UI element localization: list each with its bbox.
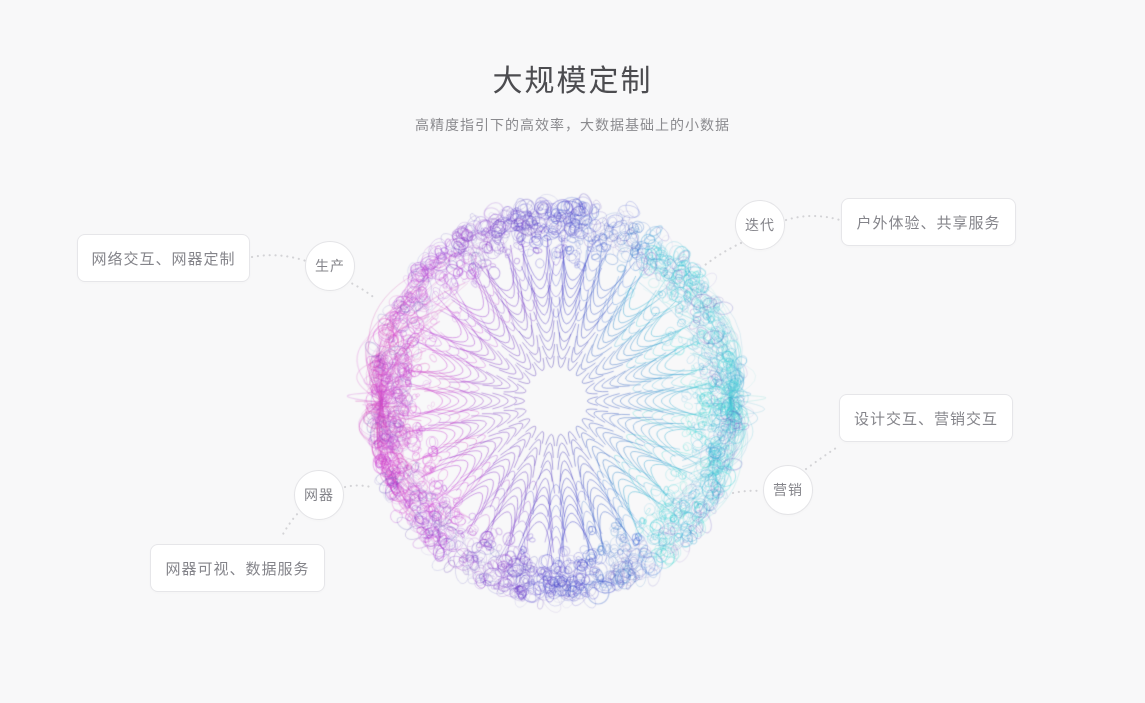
connector-device-to-card4 <box>280 508 303 538</box>
card-label: 户外体验、共享服务 <box>856 214 1001 232</box>
page-title: 大规模定制 <box>492 65 653 98</box>
card-design-interaction: 设计交互、营销交互 <box>839 394 1013 442</box>
node-production: 生产 <box>305 241 355 291</box>
page-subtitle: 高精度指引下的高效率，大数据基础上的小数据 <box>415 117 730 133</box>
connector-marketing-to-card3 <box>804 446 838 471</box>
node-label: 迭代 <box>745 217 775 233</box>
node-smart-device: 网器 <box>294 470 344 520</box>
card-outdoor-experience: 户外体验、共享服务 <box>841 198 1016 246</box>
connector-card1-to-production <box>250 254 308 263</box>
node-label: 营销 <box>773 482 803 498</box>
card-label: 设计交互、营销交互 <box>853 410 998 428</box>
card-label: 网络交互、网器定制 <box>91 250 236 268</box>
node-label: 网器 <box>304 487 334 503</box>
card-label: 网器可视、数据服务 <box>165 560 310 578</box>
node-iteration: 迭代 <box>735 200 785 250</box>
connector-iteration-to-card2 <box>784 214 842 222</box>
generative-sphere-visualization <box>336 161 776 641</box>
node-marketing: 营销 <box>763 465 813 515</box>
card-device-visualization: 网器可视、数据服务 <box>150 544 325 592</box>
node-label: 生产 <box>315 258 345 274</box>
card-network-interaction: 网络交互、网器定制 <box>77 234 250 282</box>
